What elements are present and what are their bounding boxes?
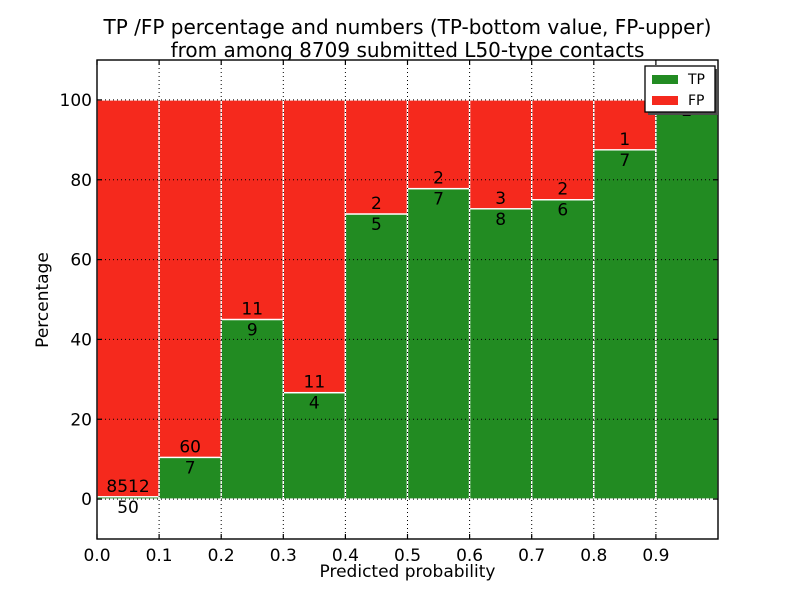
bar-segment-fp-3: [282, 99, 347, 394]
bar-segment-fp-2: [220, 99, 284, 321]
bar-segment-fp-7: [531, 99, 595, 201]
fp-count-label-6: 3: [495, 189, 506, 209]
fp-count-label-8: 1: [619, 130, 630, 150]
tp-count-label-2: 9: [247, 320, 258, 340]
x-tick-label: 0.2: [208, 546, 235, 566]
fp-count-label-1: 60: [179, 437, 201, 457]
x-tick-label: 0.7: [518, 546, 545, 566]
legend-label-fp: FP: [688, 93, 705, 109]
x-tick-label: 0.8: [580, 546, 607, 566]
x-axis-label: Predicted probability: [319, 562, 496, 582]
tp-count-label-6: 8: [495, 210, 506, 230]
tp-count-label-5: 7: [433, 190, 444, 210]
bar-segment-tp-7: [531, 199, 595, 500]
chart-title-line1: TP /FP percentage and numbers (TP-bottom…: [103, 15, 712, 39]
bar-segment-tp-2: [220, 318, 284, 500]
tp-count-label-3: 4: [309, 394, 320, 414]
x-tick-label: 0.6: [456, 546, 483, 566]
bar-segment-fp-0: [96, 99, 160, 498]
bars: [96, 99, 719, 500]
x-tick-label: 0.0: [83, 546, 110, 566]
y-tick-label: 20: [70, 410, 92, 430]
fp-count-label-7: 2: [557, 180, 568, 200]
bar-segment-tp-6: [468, 208, 533, 500]
bar-segment-tp-4: [344, 213, 409, 500]
y-tick-label: 60: [70, 251, 92, 271]
y-tick-label: 100: [60, 91, 92, 111]
tick-labels: 0.0 0.1 0.2 0.3 0.4 0.5 0.6 0.7 0.8 0.9 0 20 40 60 80 1…: [60, 91, 670, 566]
x-tick-label: 0.5: [394, 546, 421, 566]
y-tick-label: 40: [70, 330, 92, 350]
y-tick-label: 80: [70, 171, 92, 191]
bar-segment-tp-5: [406, 187, 471, 500]
bar-segment-fp-4: [344, 99, 409, 215]
tp-count-label-1: 7: [185, 458, 196, 478]
tp-count-label-4: 5: [371, 215, 382, 235]
tp-count-label-0: 50: [117, 498, 139, 518]
x-tick-label: 0.9: [642, 546, 669, 566]
y-tick-label: 0: [81, 490, 92, 510]
fp-count-label-2: 11: [241, 299, 263, 319]
bar-segment-fp-6: [468, 99, 533, 210]
tp-count-label-8: 7: [619, 151, 630, 171]
legend-swatch-tp: [652, 75, 678, 84]
fp-count-label-0: 8512: [106, 477, 149, 497]
tp-count-label-7: 6: [557, 201, 568, 221]
legend-label-tp: TP: [687, 72, 705, 88]
bar-segment-tp-9: [655, 99, 719, 500]
fp-count-label-4: 2: [371, 194, 382, 214]
x-tick-label: 0.4: [332, 546, 359, 566]
x-tick-label: 0.1: [146, 546, 173, 566]
legend-swatch-fp: [652, 96, 678, 105]
bar-segment-fp-1: [158, 99, 222, 459]
x-tick-label: 0.3: [270, 546, 297, 566]
legend: TP FP: [644, 65, 718, 115]
chart-title-line2: from among 8709 submitted L50-type conta…: [170, 38, 645, 62]
bar-segment-tp-8: [593, 149, 657, 500]
fp-count-label-5: 2: [433, 169, 444, 189]
fp-count-label-3: 11: [304, 373, 326, 393]
